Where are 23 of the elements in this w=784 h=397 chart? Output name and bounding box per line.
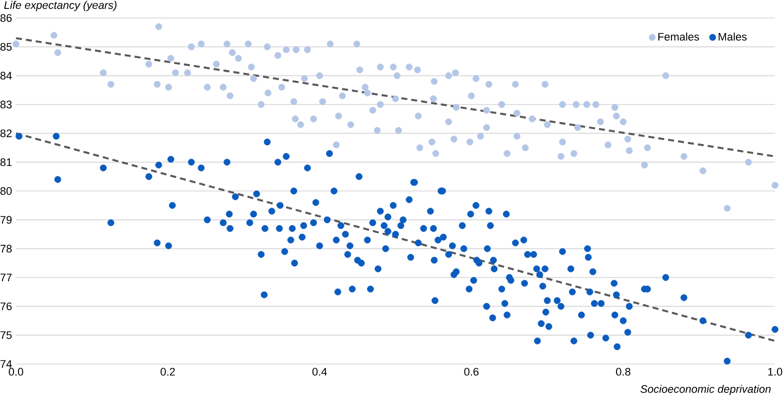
x-tick-label: 0.4: [312, 368, 327, 376]
y-tick-label: 76: [0, 302, 12, 310]
x-tick-label: 0.0: [8, 368, 24, 376]
x-tick-label: 0.8: [616, 368, 630, 376]
legend-label: Females: [658, 32, 700, 41]
y-tick-label: 78: [0, 244, 12, 253]
y-tick-label: 86: [0, 14, 12, 22]
x-tick-label: 1.0: [768, 368, 782, 376]
y-tick-label: 85: [0, 42, 12, 51]
y-tick-label: 82: [0, 129, 12, 138]
y-tick-label: 83: [0, 100, 12, 108]
y-tick-label: 79: [0, 216, 12, 224]
legend-label: Males: [718, 32, 747, 41]
y-tick-label: 75: [0, 331, 12, 339]
y-tick-label: 80: [0, 187, 12, 195]
y-tick-label: 84: [0, 72, 12, 80]
x-tick-label: 0.2: [160, 368, 175, 376]
x-tick-label: 0.6: [464, 368, 479, 376]
y-tick-label: 74: [0, 360, 12, 368]
y-axis-title: Life expectancy (years): [4, 0, 116, 12]
y-tick-label: 81: [0, 158, 12, 166]
y-tick-label: 77: [0, 274, 12, 282]
x-axis-title: Socioeconomic deprivation: [640, 384, 771, 396]
